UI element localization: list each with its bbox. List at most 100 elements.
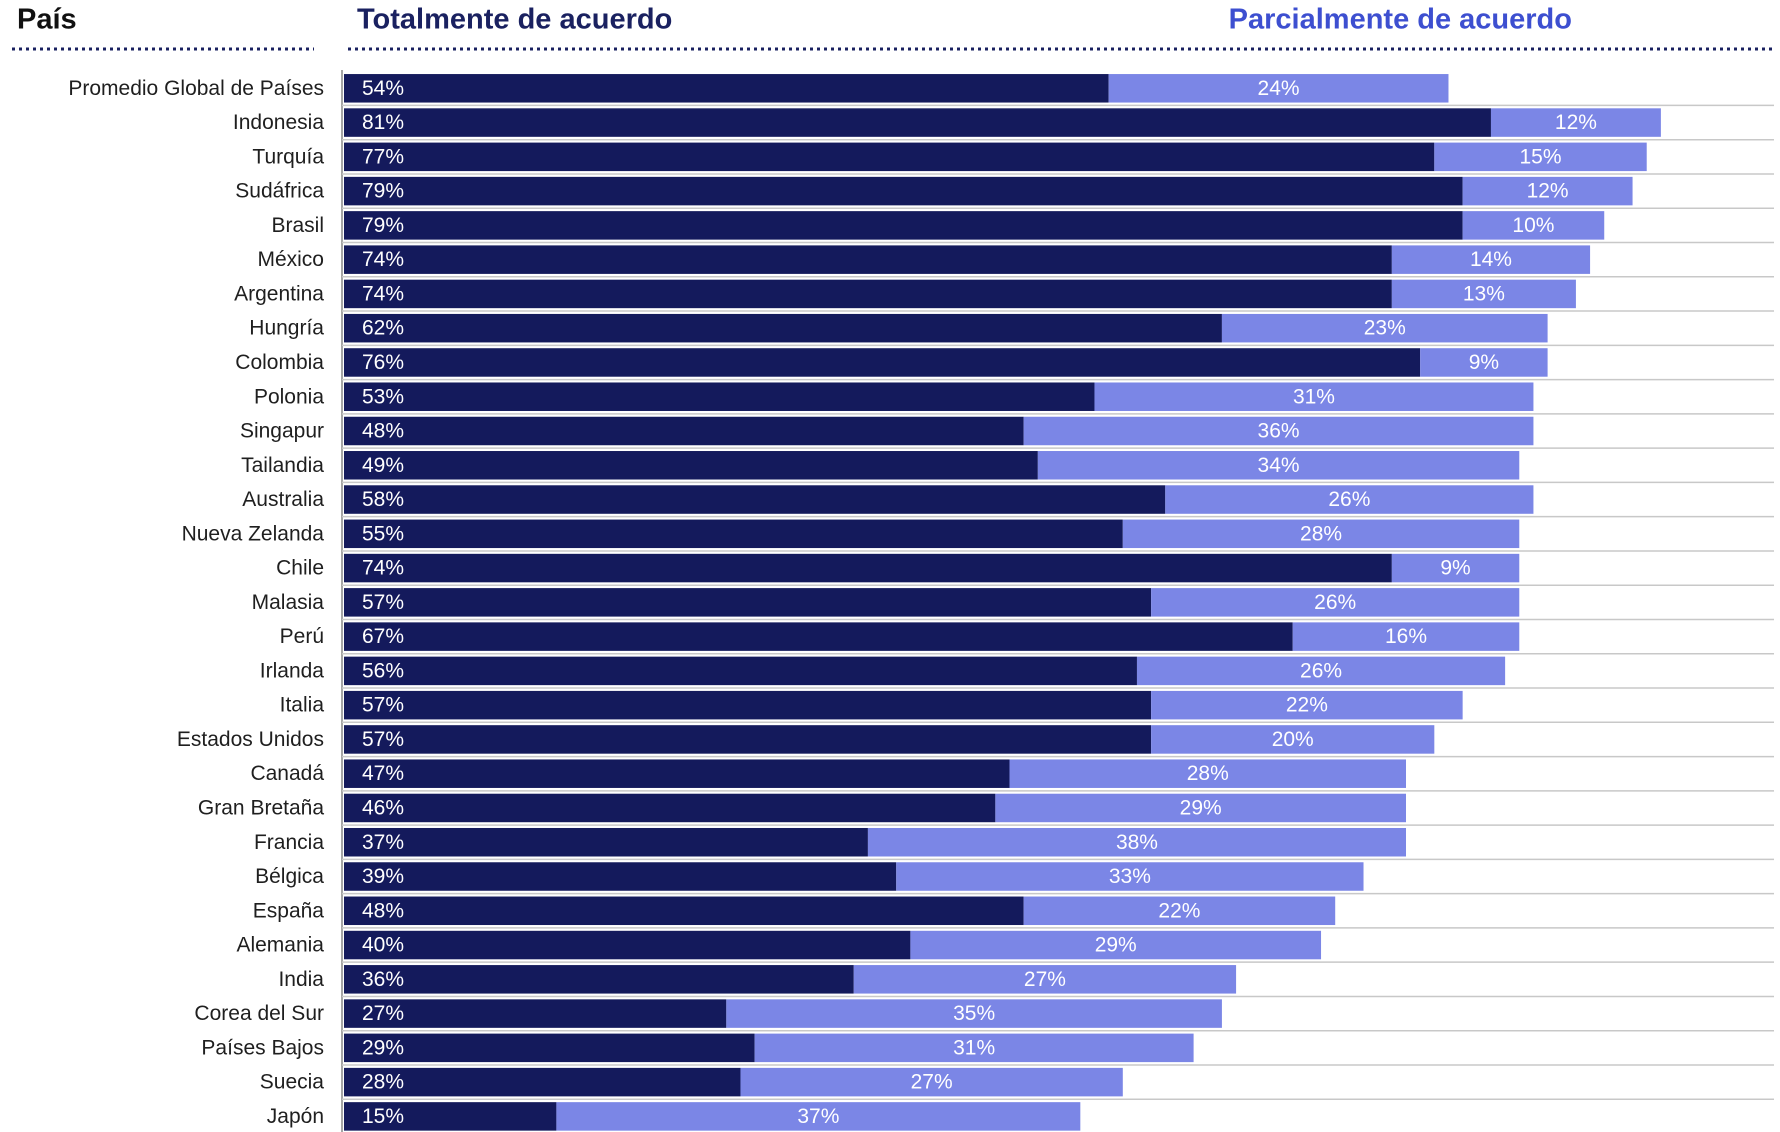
category-label: Argentina	[234, 282, 324, 305]
value-label: 67%	[362, 625, 404, 648]
value-label: 36%	[1258, 420, 1300, 443]
bar-segment	[1391, 553, 1520, 583]
value-label: 15%	[362, 1105, 404, 1128]
value-label: 34%	[1258, 454, 1300, 477]
value-label: 48%	[362, 899, 404, 922]
category-label: Gran Bretaña	[198, 797, 324, 820]
bar-segment	[1420, 348, 1548, 377]
value-label: 54%	[362, 77, 404, 100]
category-label: India	[278, 968, 324, 991]
value-label: 57%	[362, 694, 404, 717]
category-label: Colombia	[235, 351, 324, 374]
bar-segment	[344, 108, 1491, 137]
category-label: Estados Unidos	[177, 728, 324, 751]
value-label: 27%	[911, 1071, 953, 1094]
value-label: 29%	[1180, 797, 1222, 820]
value-label: 76%	[362, 351, 404, 374]
value-label: 28%	[362, 1071, 404, 1094]
bar-segment	[344, 279, 1392, 309]
category-label: Indonesia	[233, 111, 324, 134]
value-label: 33%	[1109, 865, 1151, 888]
category-label: Chile	[276, 557, 324, 580]
category-label: Sudáfrica	[235, 180, 324, 203]
value-label: 39%	[362, 865, 404, 888]
category-label: Polonia	[254, 385, 324, 408]
value-label: 56%	[362, 659, 404, 682]
bar-segment	[344, 142, 1435, 172]
bar-segment	[344, 690, 1152, 720]
bar-segment	[344, 862, 897, 891]
bar-segment	[1094, 382, 1534, 411]
value-label: 29%	[362, 1036, 404, 1059]
category-label: Singapur	[240, 420, 324, 443]
value-label: 81%	[362, 111, 404, 134]
bar-segment	[1462, 176, 1633, 206]
bar-segment	[1108, 74, 1449, 103]
bar-segment	[1151, 690, 1463, 720]
bar-segment	[344, 930, 911, 960]
bar-segment	[1221, 313, 1548, 343]
bar-segment	[344, 211, 1463, 240]
category-label: Bélgica	[255, 865, 324, 888]
value-label: 16%	[1385, 625, 1427, 648]
value-label: 79%	[362, 214, 404, 237]
bar-segment	[344, 416, 1024, 446]
value-label: 58%	[362, 488, 404, 511]
value-label: 37%	[797, 1105, 839, 1128]
bar-segment	[1023, 896, 1336, 926]
value-label: 48%	[362, 420, 404, 443]
category-label: Australia	[242, 488, 324, 511]
bar-segment	[726, 999, 1222, 1028]
value-label: 37%	[362, 831, 404, 854]
value-label: 27%	[362, 1002, 404, 1025]
bar-segment	[1151, 725, 1435, 754]
value-label: 74%	[362, 557, 404, 580]
value-label: 55%	[362, 522, 404, 545]
category-label: México	[257, 248, 324, 271]
category-label: Japón	[267, 1105, 324, 1128]
bar-segment	[867, 827, 1406, 857]
value-label: 27%	[1024, 968, 1066, 991]
bar-segment	[344, 588, 1152, 617]
bar-segment	[1165, 485, 1534, 514]
bar-segment	[1151, 588, 1520, 617]
bar-segment	[896, 862, 1364, 891]
category-label: Brasil	[271, 214, 324, 237]
value-label: 31%	[1293, 385, 1335, 408]
bar-segment	[1391, 279, 1576, 309]
value-label: 36%	[362, 968, 404, 991]
category-label: Suecia	[260, 1071, 325, 1094]
bar-segment	[1462, 211, 1605, 240]
value-label: 12%	[1527, 180, 1569, 203]
bar-segment	[344, 622, 1293, 651]
value-label: 13%	[1463, 282, 1505, 305]
value-label: 47%	[362, 762, 404, 785]
value-label: 31%	[953, 1036, 995, 1059]
value-label: 57%	[362, 591, 404, 614]
value-label: 28%	[1187, 762, 1229, 785]
value-label: 49%	[362, 454, 404, 477]
value-label: 10%	[1512, 214, 1554, 237]
value-label: 53%	[362, 385, 404, 408]
bar-segment	[344, 485, 1166, 514]
bar-segment	[344, 245, 1392, 274]
category-label: Francia	[254, 831, 324, 854]
category-label: Alemania	[236, 934, 324, 957]
bar-segment	[1391, 245, 1591, 274]
bar-segment	[344, 313, 1222, 343]
bar-segment	[344, 965, 854, 994]
bar-segment	[1023, 416, 1534, 446]
bar-segment	[1434, 142, 1647, 172]
bar-segment	[344, 74, 1109, 103]
bar-segment	[344, 759, 1010, 788]
bar-segment	[1292, 622, 1520, 651]
value-label: 26%	[1314, 591, 1356, 614]
value-label: 20%	[1272, 728, 1314, 751]
value-label: 9%	[1440, 557, 1470, 580]
value-label: 79%	[362, 180, 404, 203]
category-label: España	[253, 899, 325, 922]
value-label: 57%	[362, 728, 404, 751]
bar-segment	[556, 1102, 1081, 1131]
category-label: Países Bajos	[201, 1036, 324, 1059]
